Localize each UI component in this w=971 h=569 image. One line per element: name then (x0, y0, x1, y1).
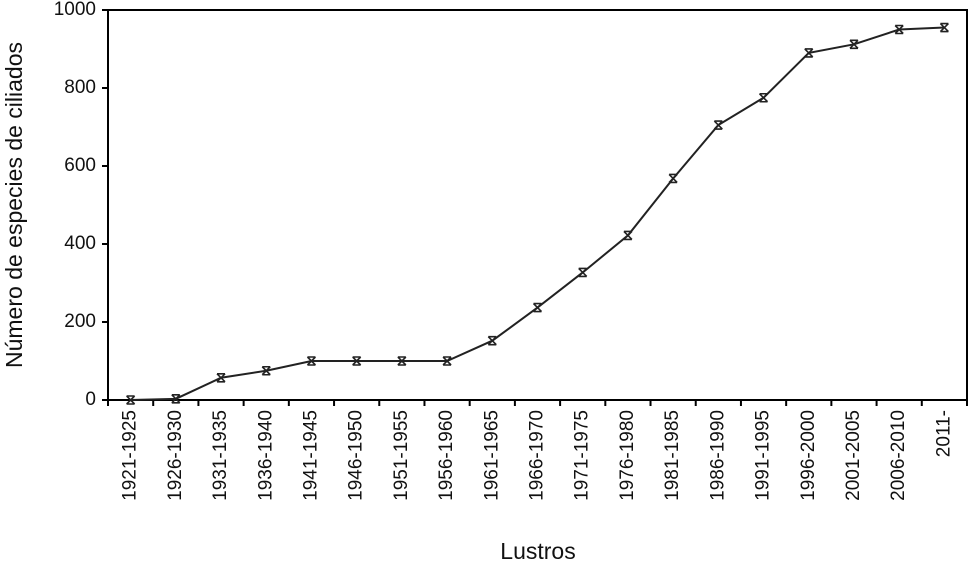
x-tick-label: 1956-1960 (436, 410, 457, 501)
data-marker (442, 356, 452, 366)
y-axis-title: Número de especies de ciliados (1, 42, 27, 368)
data-marker (532, 302, 543, 313)
x-tick-label: 1981-1985 (662, 410, 683, 501)
x-tick-label: 2011- (933, 410, 954, 457)
data-marker (487, 335, 497, 346)
y-tick-label: 200 (64, 311, 96, 332)
x-tick-label: 1946-1950 (346, 410, 367, 501)
x-tick-label: 1971-1975 (572, 410, 593, 501)
x-axis-title: Lustros (500, 538, 575, 564)
data-marker (849, 39, 859, 50)
data-marker (306, 356, 317, 366)
data-marker (126, 395, 136, 405)
x-tick-label: 1961-1965 (481, 410, 502, 501)
x-tick-label: 1926-1930 (165, 410, 186, 501)
data-marker (397, 356, 407, 366)
plot-frame (107, 9, 968, 401)
x-tick-label: 1921-1925 (120, 410, 141, 501)
data-marker (668, 173, 678, 184)
y-tick-label: 1000 (54, 0, 96, 20)
data-marker (623, 230, 633, 241)
data-marker (216, 372, 226, 383)
y-tick-label: 400 (64, 233, 96, 254)
data-marker (804, 48, 814, 58)
x-tick-label: 1991-1995 (753, 410, 774, 501)
x-tick-label: 1931-1935 (210, 410, 231, 501)
data-line (130, 26, 945, 401)
data-marker (894, 24, 904, 35)
x-tick-label: 1976-1980 (617, 410, 638, 501)
data-marker (758, 92, 769, 103)
x-tick-label: 1951-1955 (391, 410, 412, 501)
y-tick-label: 600 (64, 155, 96, 176)
x-tick-label: 2001-2005 (843, 410, 864, 501)
x-tick-label: 1966-1970 (527, 410, 548, 501)
y-tick-label: 800 (64, 77, 96, 98)
data-marker (261, 365, 271, 376)
x-tick-label: 1986-1990 (707, 410, 728, 501)
x-tick-label: 1941-1945 (300, 410, 321, 501)
x-tick-label: 2006-2010 (888, 410, 909, 501)
data-marker (578, 267, 588, 278)
data-marker (713, 120, 723, 130)
data-marker (352, 356, 362, 366)
y-tick-label: 0 (85, 389, 96, 410)
x-tick-label: 1936-1940 (255, 410, 276, 501)
data-marker (939, 22, 949, 33)
data-marker (171, 394, 181, 404)
x-tick-label: 1996-2000 (798, 410, 819, 501)
